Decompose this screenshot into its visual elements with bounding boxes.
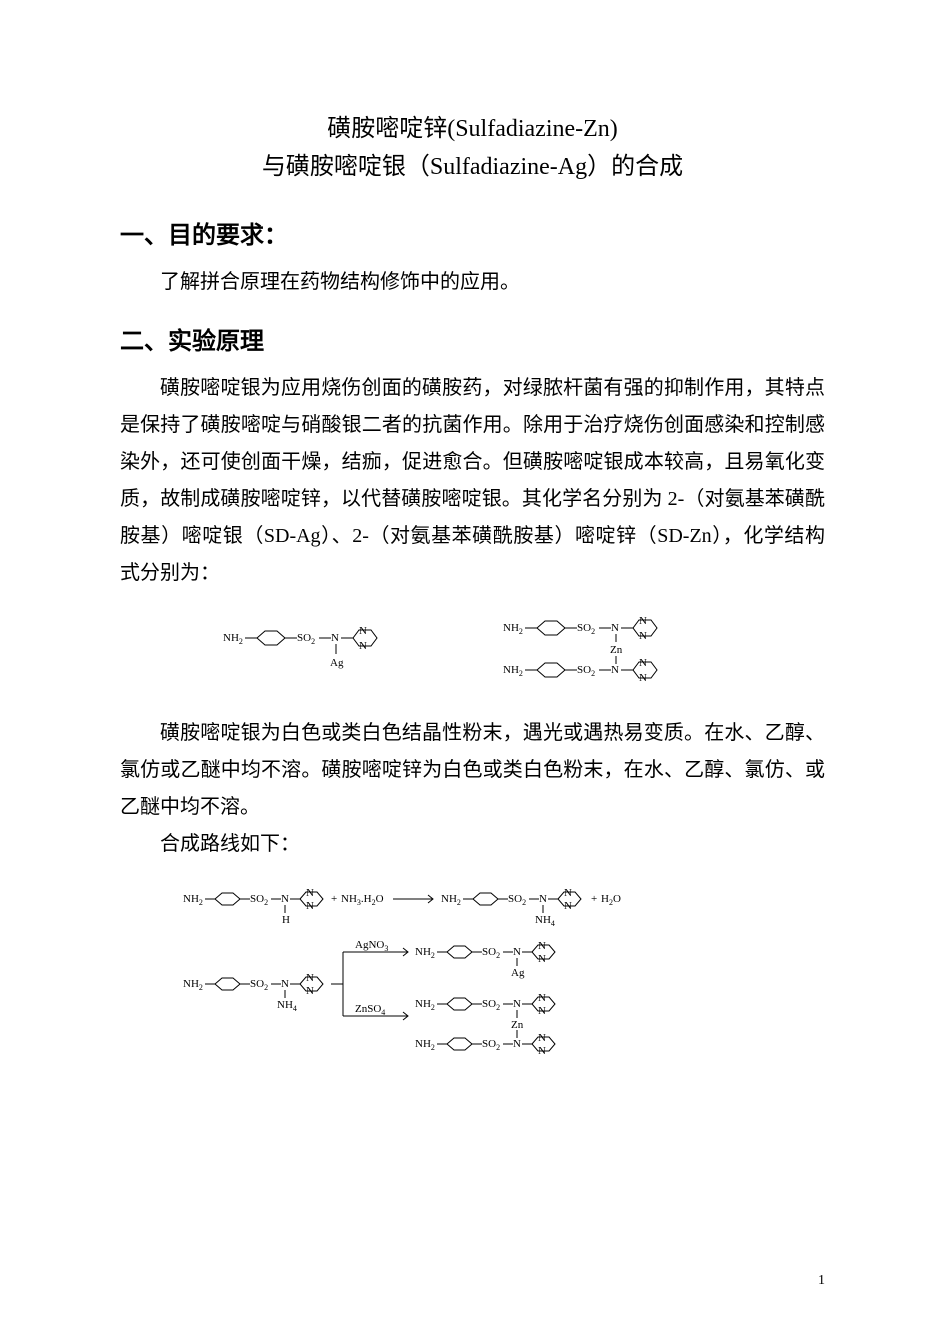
svg-text:N: N <box>281 978 289 990</box>
svg-text:Ag: Ag <box>511 967 525 979</box>
svg-text:N: N <box>331 632 339 644</box>
svg-text:NH2: NH2 <box>503 664 523 678</box>
svg-text:N: N <box>306 985 314 997</box>
svg-text:NH4: NH4 <box>277 999 297 1013</box>
svg-text:N: N <box>564 900 572 912</box>
svg-text:N: N <box>359 625 367 637</box>
svg-text:SO2: SO2 <box>297 632 315 646</box>
svg-text:H2O: H2O <box>601 893 621 907</box>
svg-text:N: N <box>611 622 619 634</box>
svg-text:AgNO3: AgNO3 <box>355 939 388 953</box>
svg-text:N: N <box>306 972 314 984</box>
svg-text:NH2: NH2 <box>415 1038 435 1052</box>
svg-text:H: H <box>282 914 290 926</box>
svg-text:SO2: SO2 <box>250 893 268 907</box>
title-block: 磺胺嘧啶锌(Sulfadiazine-Zn) 与磺胺嘧啶银（Sulfadiazi… <box>120 110 825 187</box>
svg-text:Ag: Ag <box>330 657 344 669</box>
svg-text:NH2: NH2 <box>503 622 523 636</box>
svg-text:N: N <box>306 887 314 899</box>
svg-text:NH2: NH2 <box>183 893 203 907</box>
svg-text:N: N <box>513 1038 521 1050</box>
svg-text:N: N <box>539 893 547 905</box>
svg-text:Zn: Zn <box>511 1019 524 1031</box>
svg-text:ZnSO4: ZnSO4 <box>355 1003 385 1017</box>
svg-text:NH2: NH2 <box>441 893 461 907</box>
svg-text:SO2: SO2 <box>482 998 500 1012</box>
svg-text:N: N <box>611 664 619 676</box>
page-number: 1 <box>818 1273 825 1289</box>
section-2-para-1: 磺胺嘧啶银为应用烧伤创面的磺胺药，对绿脓杆菌有强的抑制作用，其特点是保持了磺胺嘧… <box>120 370 825 592</box>
svg-text:N: N <box>639 615 647 627</box>
section-1-para-1: 了解拼合原理在药物结构修饰中的应用。 <box>120 264 825 301</box>
title-line-1: 磺胺嘧啶锌(Sulfadiazine-Zn) <box>120 110 825 148</box>
svg-text:N: N <box>281 893 289 905</box>
svg-text:N: N <box>564 887 572 899</box>
svg-text:N: N <box>538 953 546 965</box>
svg-text:+: + <box>591 893 597 905</box>
svg-text:N: N <box>538 940 546 952</box>
svg-text:Zn: Zn <box>610 644 623 656</box>
svg-text:N: N <box>306 900 314 912</box>
svg-text:NH2: NH2 <box>415 946 435 960</box>
svg-text:SO2: SO2 <box>482 1038 500 1052</box>
svg-text:N: N <box>538 1005 546 1017</box>
svg-text:N: N <box>639 657 647 669</box>
svg-text:NH4: NH4 <box>535 914 555 928</box>
section-1-heading: 一、目的要求： <box>120 215 825 250</box>
svg-text:NH2: NH2 <box>183 978 203 992</box>
svg-text:SO2: SO2 <box>577 622 595 636</box>
svg-text:SO2: SO2 <box>577 664 595 678</box>
section-2-para-2: 磺胺嘧啶银为白色或类白色结晶性粉末，遇光或遇热易变质。在水、乙醇、氯仿或乙醚中均… <box>120 715 825 826</box>
section-2-heading: 二、实验原理 <box>120 321 825 356</box>
svg-text:N: N <box>538 1045 546 1057</box>
svg-text:N: N <box>513 998 521 1010</box>
chem-synthesis-diagram: NH2 SO2 N N N H + NH3.H2O NH2 <box>120 877 825 1082</box>
svg-text:N: N <box>513 946 521 958</box>
svg-text:NH3.H2O: NH3.H2O <box>341 893 384 907</box>
svg-text:N: N <box>639 630 647 642</box>
title-line-2: 与磺胺嘧啶银（Sulfadiazine-Ag）的合成 <box>120 148 825 186</box>
section-2-para-3: 合成路线如下： <box>120 826 825 863</box>
svg-text:SO2: SO2 <box>508 893 526 907</box>
chem-structure-diagram-1: NH2 SO2 N N N Ag NH2 SO2 <box>120 606 825 701</box>
svg-text:NH2: NH2 <box>415 998 435 1012</box>
svg-text:SO2: SO2 <box>482 946 500 960</box>
svg-text:N: N <box>639 672 647 684</box>
svg-text:SO2: SO2 <box>250 978 268 992</box>
svg-text:N: N <box>359 640 367 652</box>
svg-text:NH2: NH2 <box>223 632 243 646</box>
svg-text:N: N <box>538 1032 546 1044</box>
svg-text:+: + <box>331 893 337 905</box>
svg-text:N: N <box>538 992 546 1004</box>
